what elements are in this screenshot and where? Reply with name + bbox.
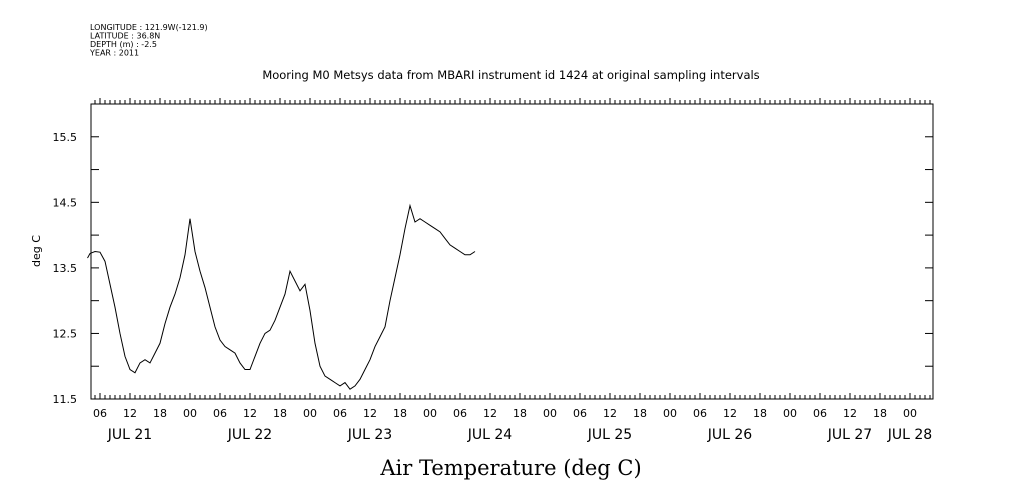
x-hour-tick-label: 18	[753, 407, 767, 420]
meta-line: LATITUDE : 36.8N	[90, 32, 160, 41]
y-tick-labels: 11.5 12.5 13.5 14.5 15.5	[53, 131, 78, 406]
x-hour-tick-label: 12	[723, 407, 737, 420]
x-hour-tick-labels: 06 12 18 00 06 12 18 00 06 12 18 00 06 12 18 00 06 12 18 00…	[93, 407, 917, 420]
station-metadata: LONGITUDE : 121.9W(-121.9)LATITUDE : 36.…	[89, 23, 208, 58]
x-hour-tick-label: 00	[543, 407, 557, 420]
meta-line: LONGITUDE : 121.9W(-121.9)	[90, 23, 208, 32]
x-hour-tick-label: 06	[813, 407, 827, 420]
x-day-label: JUL 23	[347, 427, 392, 443]
x-day-label: JUL 21	[107, 427, 152, 443]
x-hour-tick-label: 00	[663, 407, 677, 420]
x-hour-tick-label: 12	[483, 407, 497, 420]
x-hour-tick-label: 18	[633, 407, 647, 420]
x-hour-tick-label: 00	[303, 407, 317, 420]
y-tick-label: 13.5	[53, 262, 78, 275]
meta-line: YEAR : 2011	[89, 49, 139, 58]
y-tick-label: 12.5	[53, 327, 78, 340]
x-hour-tick-label: 12	[843, 407, 857, 420]
x-day-label: JUL 24	[467, 427, 513, 443]
x-hour-tick-label: 06	[93, 407, 107, 420]
x-hour-tick-label: 18	[393, 407, 407, 420]
y-tick-label: 15.5	[53, 131, 78, 144]
x-axis-label: Air Temperature (deg C)	[379, 456, 641, 480]
x-hour-tick-label: 12	[123, 407, 137, 420]
x-day-labels: JUL 21 JUL 22 JUL 23 JUL 24 JUL 25 JUL 26 JUL …	[107, 427, 932, 443]
x-hour-tick-label: 18	[513, 407, 527, 420]
y-axis-label: deg C	[30, 235, 43, 267]
x-day-label: JUL 22	[227, 427, 272, 443]
x-hour-tick-label: 12	[243, 407, 257, 420]
x-day-label: JUL 27	[827, 427, 872, 443]
x-hour-tick-label: 06	[573, 407, 587, 420]
x-day-label: JUL 26	[707, 427, 753, 443]
x-hour-tick-label: 12	[603, 407, 617, 420]
x-hour-tick-label: 00	[783, 407, 797, 420]
x-hour-tick-label: 00	[903, 407, 917, 420]
x-hour-tick-label: 18	[273, 407, 287, 420]
x-hour-tick-label: 12	[363, 407, 377, 420]
plot-frame	[90, 103, 934, 400]
x-hour-tick-label: 06	[693, 407, 707, 420]
y-tick-label: 14.5	[53, 196, 78, 209]
x-day-label: JUL 25	[587, 427, 632, 443]
y-tick-label: 11.5	[53, 393, 78, 406]
chart-title: Mooring M0 Metsys data from MBARI instru…	[262, 68, 759, 82]
x-hour-tick-label: 06	[453, 407, 467, 420]
axis-ticks	[91, 98, 933, 400]
x-day-label: JUL 28	[887, 427, 932, 443]
x-hour-tick-label: 18	[873, 407, 887, 420]
series-line	[87, 203, 476, 390]
x-hour-tick-label: 06	[213, 407, 227, 420]
x-hour-tick-label: 06	[333, 407, 347, 420]
meta-line: DEPTH (m) : -2.5	[90, 40, 157, 49]
x-hour-tick-label: 00	[183, 407, 197, 420]
x-hour-tick-label: 00	[423, 407, 437, 420]
x-hour-tick-label: 18	[153, 407, 167, 420]
